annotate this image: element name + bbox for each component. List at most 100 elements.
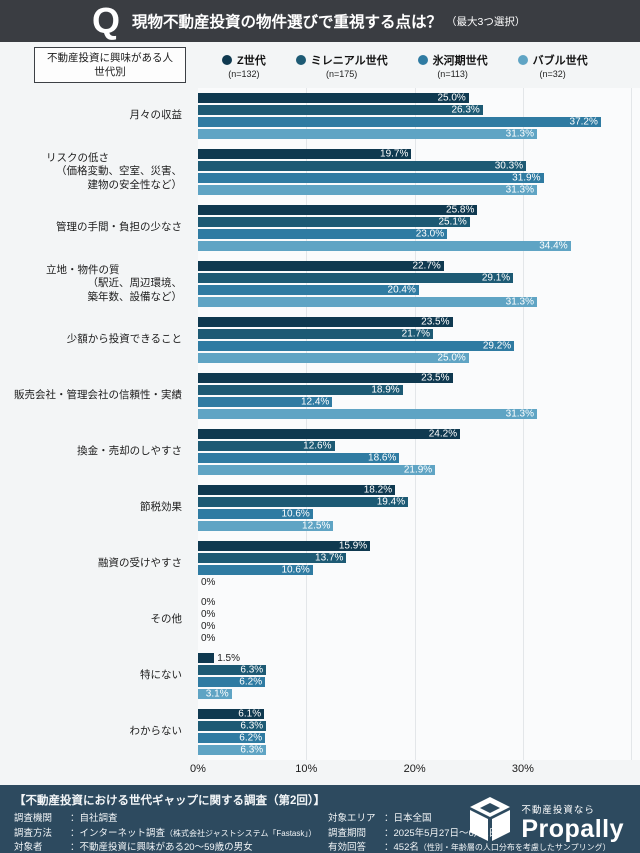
chart-groups: 月々の収益 25.0% 26.3% 37.2% 31.3% リスクの低さ （価格変動、空室、… [0,88,640,760]
category-label: 換金・売却のしやすさ [0,445,182,458]
bar: 29.2% [198,341,515,352]
survey-row: 調査期間 ：2025年5月27日～6月1日 [328,827,611,842]
legend-color-dot [417,54,428,65]
value-label: 6.3% [240,744,264,756]
brand-name: Propally [521,815,624,843]
bar-row: 21.7% [198,328,640,340]
bar-chart: 月々の収益 25.0% 26.3% 37.2% 31.3% リスクの低さ （価格変動、空室、… [0,88,640,760]
bar: 26.3% [198,105,483,116]
bar-row: 12.6% [198,440,640,452]
bar-row: 30.3% [198,160,640,172]
survey-row: 調査機関 ：自社調査 [14,812,314,827]
bar: 6.3% [198,744,267,756]
bar: 31.3% [198,409,537,420]
survey-key: 調査期間 [328,827,367,839]
value-label: 23.0% [415,228,445,240]
gridline [522,88,524,760]
legend-row: 不動産投資に興味がある人 世代別 Z世代 (n=132) ミレニアル世代 (n=175… [0,42,640,88]
bar: 6.3% [198,665,267,676]
value-label: 24.2% [428,428,458,440]
x-axis-tick: 10% [295,763,318,775]
bar: 25.0% [198,353,469,364]
category-bars: 24.2% 12.6% 18.6% 21.9% [198,428,640,476]
bar: 12.6% [198,441,335,452]
category-label-line: 節税効果 [140,501,182,514]
bar-row: 25.1% [198,216,640,228]
bar-row: 0% [198,632,640,644]
value-label: 0% [201,632,216,644]
bar: 21.9% [198,464,436,476]
legend-color-dot [295,54,306,65]
bar: 10.6% [198,509,313,520]
value-label: 34.4% [539,240,568,252]
survey-details-right: 対象エリア ：日本全国 調査期間 ：2025年5月27日～6月1日 有効回答 ：… [328,812,611,853]
bar: 12.5% [198,520,334,532]
bar: 6.3% [198,720,267,732]
bar: 19.7% [198,149,412,160]
bar: 31.3% [198,185,537,196]
category-label-line: （駅近、周辺環境、 [87,277,183,290]
survey-key: 有効回答 [328,842,367,853]
bar-row: 6.1% [198,708,640,720]
bar-row: 29.1% [198,272,640,284]
footer: 【不動産投資における世代ギャップに関する調査（第2回）】 調査機関 ：自社調査 … [0,785,640,853]
bar: 23.5% [198,373,453,384]
bar-row: 6.2% [198,732,640,744]
category-label-line: 築年数、設備など） [87,290,183,303]
bar: 6.2% [198,677,266,688]
survey-row: 調査方法 ：インターネット調査 （株式会社ジャストシステム「Fastask」） [14,827,316,842]
bar: 20.4% [198,285,419,296]
bar: 19.4% [198,497,409,508]
bar-row: 22.7% [198,260,640,272]
bar-row: 26.3% [198,104,640,116]
value-label: 21.9% [403,464,433,476]
value-label: 18.9% [371,384,400,396]
category-bars: 0% 0% 0% 0% [198,596,640,644]
category-group: その他 0% 0% 0% 0% [0,592,640,648]
category-group: 月々の収益 25.0% 26.3% 37.2% 31.3% [0,88,640,144]
value-label: 0% [201,620,216,632]
value-label: 12.5% [302,520,331,532]
bar-row: 29.2% [198,340,640,352]
survey-key: 調査方法 [14,827,53,839]
survey-key: 調査機関 [14,813,53,824]
bar-row: 18.6% [198,452,640,464]
bar: 18.9% [198,385,403,396]
survey-value: ：インターネット調査 [70,827,166,839]
legend-item-label: ミレニアル世代 [295,52,388,68]
category-label-line: わからない [129,725,183,738]
legend-sample-size: (n=132) [228,68,260,79]
bar-row: 31.3% [198,184,640,196]
bar-row: 19.7% [198,148,640,160]
bar-row: 6.3% [198,664,640,676]
value-label: 31.3% [505,296,534,308]
category-group: 立地・物件の質 （駅近、周辺環境、 築年数、設備など） 22.7% 29.1% 20.4%… [0,256,640,312]
legend-item: 氷河期世代 (n=113) [417,52,488,79]
propally-box-icon [470,797,511,841]
brand-tagline: 不動産投資なら [521,805,595,816]
value-label: 22.7% [412,260,441,272]
value-label: 21.7% [401,328,430,340]
category-bars: 22.7% 29.1% 20.4% 31.3% [198,260,640,308]
category-bars: 23.5% 21.7% 29.2% 25.0% [198,316,640,364]
bar: 23.0% [198,228,448,240]
survey-value: ：452名 [384,842,419,853]
category-label: 節税効果 [0,501,182,514]
value-label: 6.3% [240,720,264,732]
category-bars: 19.7% 30.3% 31.9% 31.3% [198,148,640,196]
legend-color-dot [222,54,232,65]
gridline [631,88,633,760]
value-label: 25.8% [446,204,475,216]
bar-row: 0% [198,608,640,620]
bar-row: 0% [198,576,640,588]
bar: 22.7% [198,261,444,272]
value-label: 1.5% [217,652,240,664]
legend-color-dot [517,54,528,65]
survey-value-note: （性別・年齢層の人口分布を考慮したサンプリング） [418,843,611,853]
bar-row: 19.4% [198,496,640,508]
value-label: 31.3% [505,128,534,140]
category-label: 立地・物件の質 （駅近、周辺環境、 築年数、設備など） [0,264,182,303]
bar-row: 10.6% [198,564,640,576]
value-label: 30.3% [494,160,524,172]
